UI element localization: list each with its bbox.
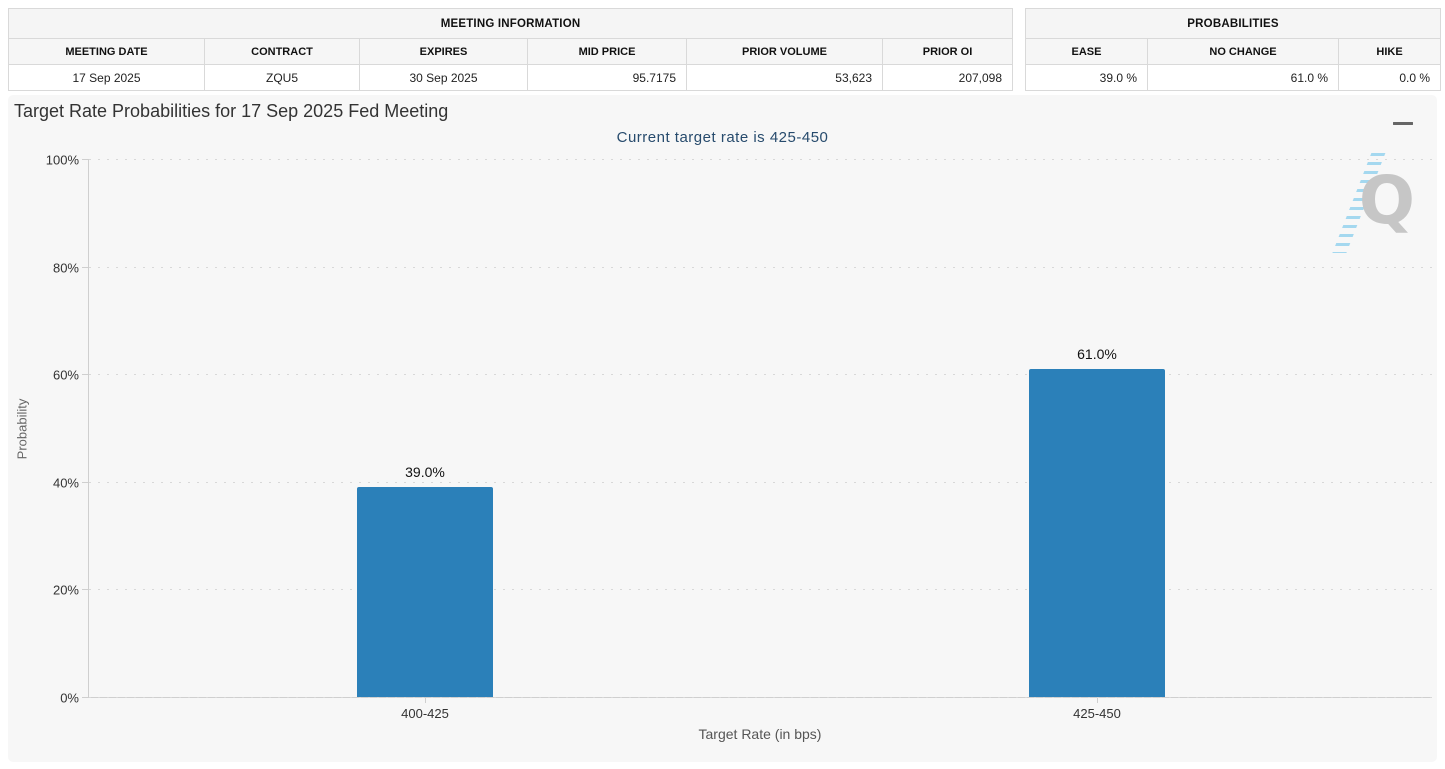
hike-value: 0.0 % [1337,64,1442,91]
y-axis-title: Probability [14,398,30,460]
prior-oi-value: 207,098 [881,64,1014,91]
x-axis-title: Target Rate (in bps) [698,726,822,742]
y-gridline [89,266,1432,268]
y-axis-tick [82,159,89,160]
y-axis-tick-label: 80% [52,260,79,276]
probabilities-title: PROBABILITIES [1024,8,1442,39]
meeting-information-title: MEETING INFORMATION [7,8,1014,39]
y-axis-tick-label: 100% [45,152,79,168]
y-axis-tick-label: 60% [52,367,79,383]
col-no-change: NO CHANGE [1147,38,1339,65]
bar-value-label: 39.0% [405,464,445,481]
plot-area: 0% 20% 40% 60% 80% 100% 39.0% 400-425 61.0% 425-4… [46,153,1432,721]
target-rate-probabilities-chart: Target Rate Probabilities for 17 Sep 202… [8,95,1437,762]
col-prior-oi: PRIOR OI [881,38,1014,65]
chart-subtitle: Current target rate is 425-450 [616,129,829,146]
col-prior-volume: PRIOR VOLUME [686,38,883,65]
probability-bar-400-425[interactable] [357,487,493,697]
x-axis-category-label: 425-450 [1073,706,1121,721]
y-axis-tick [82,589,89,591]
mid-price-value: 95.7175 [527,64,687,91]
col-expires: EXPIRES [359,38,528,65]
col-meeting-date: MEETING DATE [8,38,205,65]
y-gridline [89,159,1432,160]
y-axis-tick-label: 20% [52,582,79,598]
y-gridline [89,589,1432,591]
meeting-information-table: MEETING INFORMATION MEETING DATE CONTRAC… [7,8,1014,91]
y-gridline [89,374,1432,376]
contract-value: ZQU5 [204,64,360,91]
col-contract: CONTRACT [204,38,360,65]
col-hike: HIKE [1337,38,1442,65]
chart-export-menu-button[interactable] [1393,105,1425,127]
x-axis-category-label: 400-425 [401,706,449,721]
y-gridline [89,481,1432,483]
y-axis-tick [82,266,89,268]
hamburger-icon [1393,122,1413,125]
meeting-date-value: 17 Sep 2025 [8,64,205,91]
y-axis-tick [82,481,89,483]
ease-value: 39.0 % [1025,64,1148,91]
y-axis-tick-label: 0% [60,690,79,706]
prior-volume-value: 53,623 [686,64,883,91]
col-ease: EASE [1025,38,1148,65]
y-gridline [89,697,1432,698]
x-axis-tick [425,698,426,703]
y-axis-tick [82,374,89,376]
no-change-value: 61.0 % [1147,64,1339,91]
bar-value-label: 61.0% [1077,345,1117,362]
expires-value: 30 Sep 2025 [359,64,528,91]
chart-title: Target Rate Probabilities for 17 Sep 202… [14,101,449,121]
col-mid-price: MID PRICE [527,38,687,65]
y-axis-tick-label: 40% [52,475,79,491]
probability-bar-425-450[interactable] [1029,368,1165,697]
y-axis-tick [82,697,89,698]
probabilities-table: PROBABILITIES EASE NO CHANGE HIKE 39.0 %… [1024,8,1442,91]
x-axis-tick [1097,698,1098,703]
